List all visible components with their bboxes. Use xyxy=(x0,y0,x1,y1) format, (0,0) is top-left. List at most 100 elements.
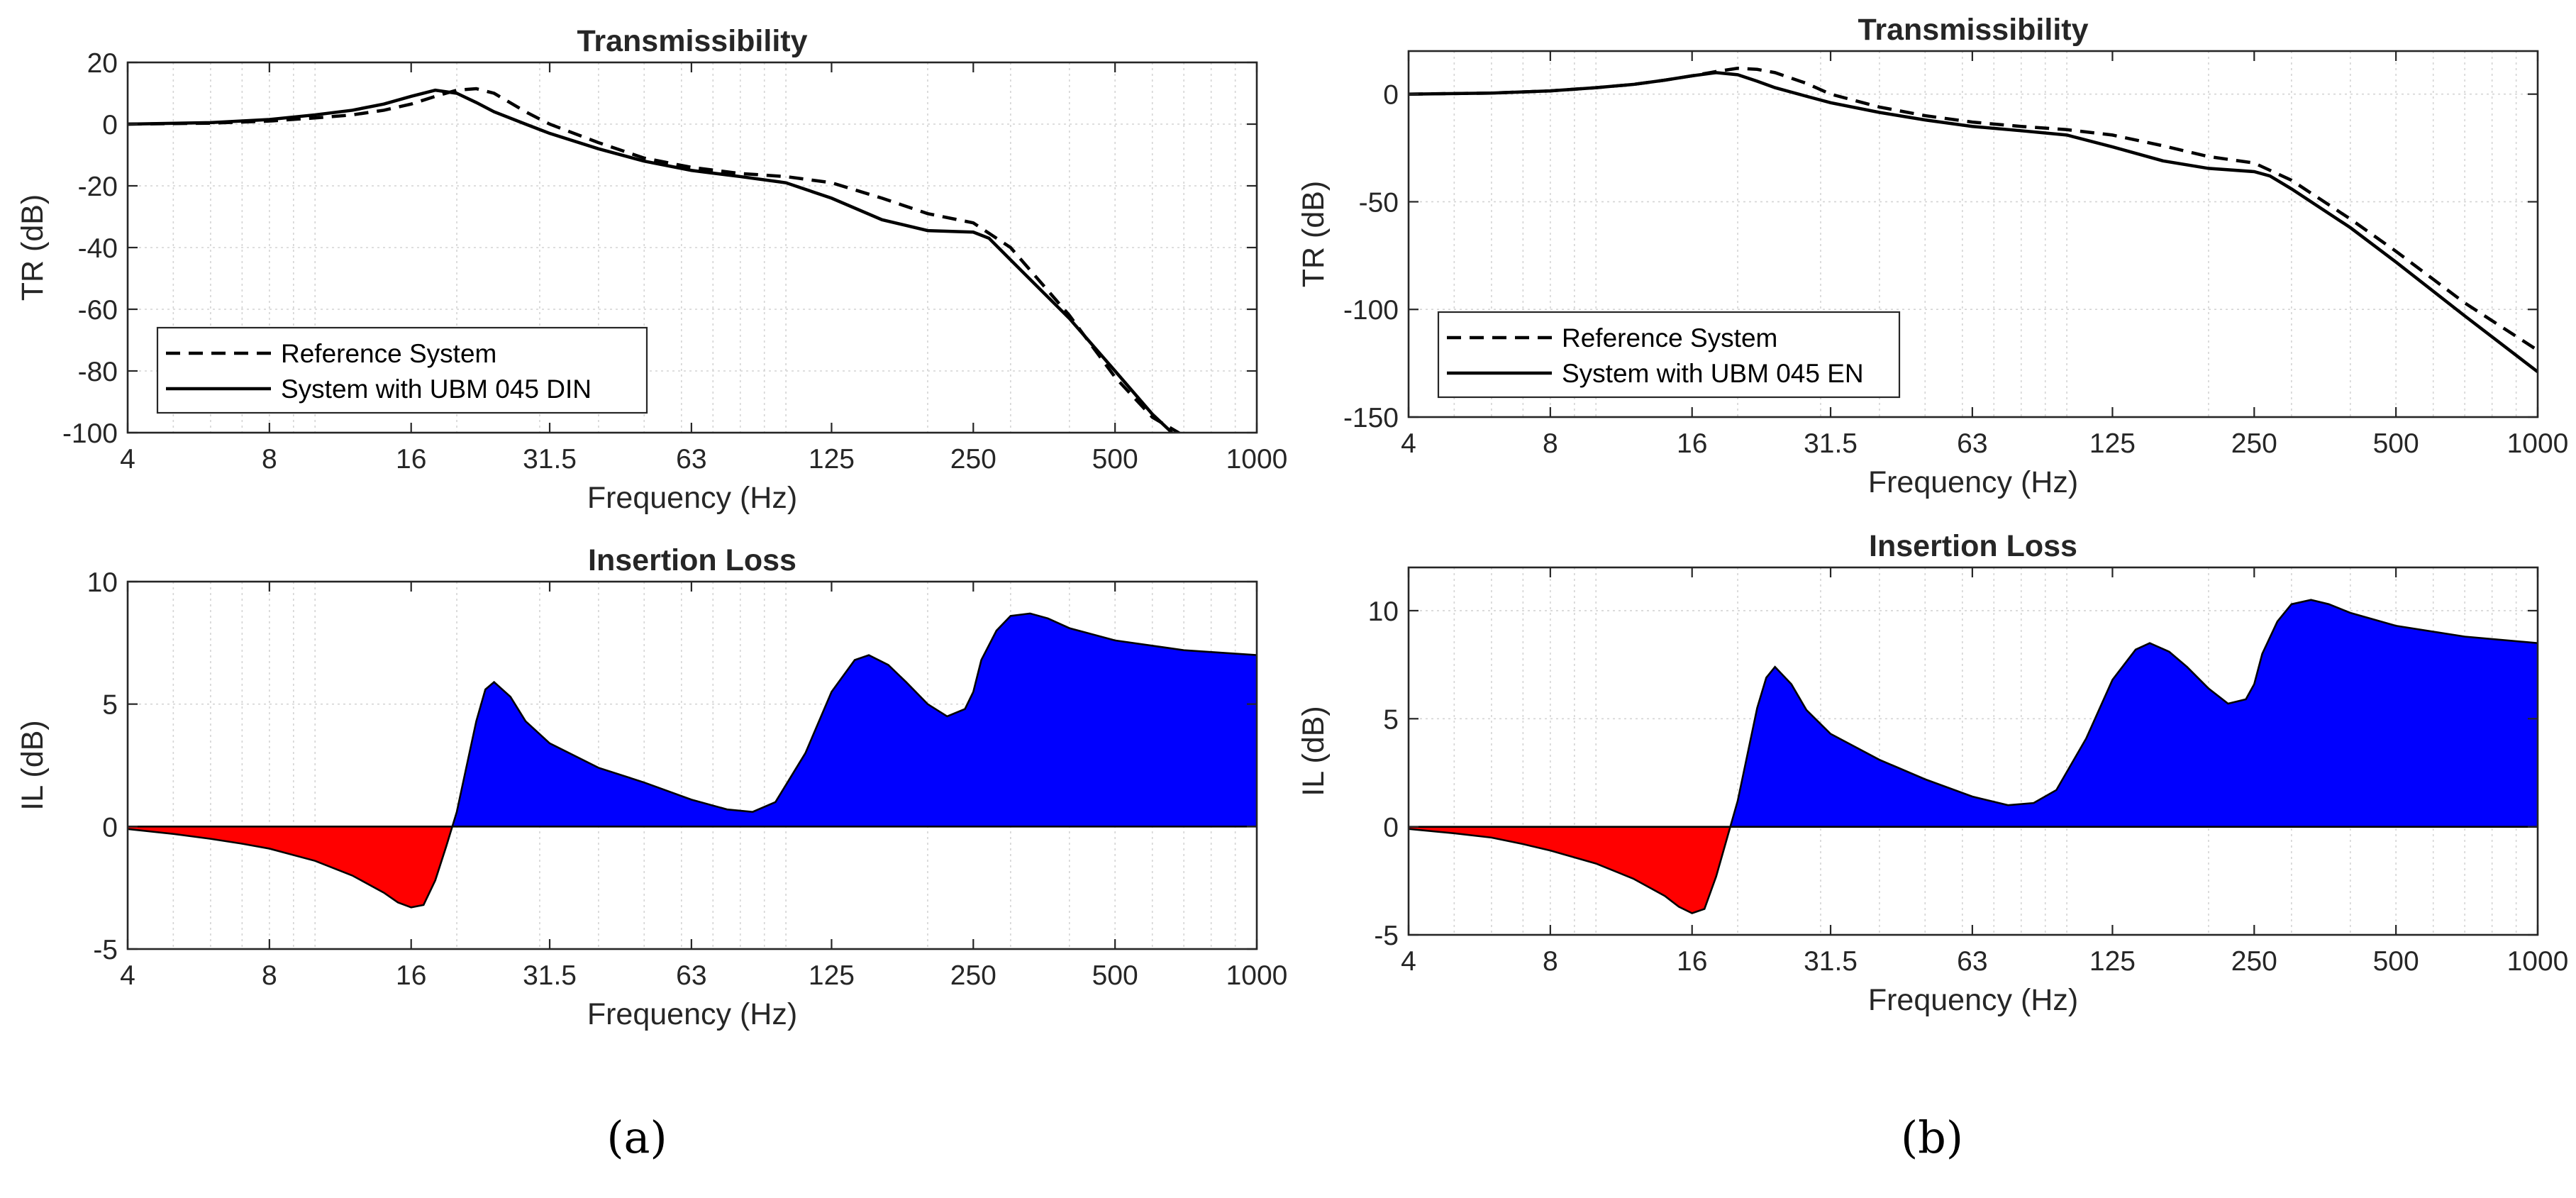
y-tick-label: 20 xyxy=(87,48,118,79)
y-axis-label: TR (dB) xyxy=(1297,181,1331,288)
y-tick-label: -80 xyxy=(78,357,118,387)
legend-entry-system-with-ubm-045-din: System with UBM 045 DIN xyxy=(281,375,592,404)
x-tick-label: 4 xyxy=(120,444,135,475)
x-tick-label: 63 xyxy=(1957,428,1987,459)
insertion-loss-line xyxy=(128,612,1257,909)
plot-data xyxy=(128,87,1182,433)
plot-data xyxy=(1409,67,2538,374)
x-tick-label: 8 xyxy=(262,444,277,475)
x-tick-label: 250 xyxy=(2231,428,2277,459)
x-tick-label: 63 xyxy=(1957,946,1987,977)
insertion-loss-negative-area xyxy=(1409,826,1731,914)
chart-a-transmissibility: 4 8 16 31.5 63 125 250 500 1000 -100 -80 -60 -40 -20 0… xyxy=(16,24,1287,515)
chart-title: Transmissibility xyxy=(1858,13,2088,47)
x-axis-label: Frequency (Hz) xyxy=(1868,465,2078,499)
y-tick-label: -60 xyxy=(78,295,118,326)
chart-b-transmissibility: 4 8 16 31.5 63 125 250 500 1000 -150 -100 -50 0 Trans… xyxy=(1297,13,2568,499)
x-tick-label: 31.5 xyxy=(523,960,577,991)
x-tick-label: 250 xyxy=(950,960,996,991)
panel-label-b: (b) xyxy=(1901,1111,1963,1163)
x-tick-label: 1000 xyxy=(2507,428,2569,459)
x-tick-label: 500 xyxy=(1092,960,1138,991)
y-tick-label: 0 xyxy=(1383,80,1399,111)
grid xyxy=(1409,51,2538,417)
x-tick-label: 63 xyxy=(676,444,706,475)
legend-box xyxy=(156,326,648,414)
x-tick-label: 16 xyxy=(1677,946,1707,977)
axes-frame xyxy=(126,580,1258,950)
tick-marks xyxy=(1407,51,2539,418)
y-tick-label: -5 xyxy=(93,935,118,965)
x-tick-label: 4 xyxy=(1401,946,1416,977)
axes-frame xyxy=(1407,50,2539,418)
y-tick-label: -50 xyxy=(1359,187,1399,218)
chart-title: Insertion Loss xyxy=(1869,529,2077,563)
chart-title: Insertion Loss xyxy=(588,543,796,577)
x-tick-label: 8 xyxy=(1543,428,1558,459)
x-tick-label: 500 xyxy=(1092,444,1138,475)
x-tick-label: 63 xyxy=(676,960,706,991)
plot-data xyxy=(1409,599,2538,914)
x-axis-label: Frequency (Hz) xyxy=(587,481,797,515)
series-line-reference-system xyxy=(128,87,1182,433)
y-tick-label: 5 xyxy=(1383,704,1399,735)
x-tick-label: 1000 xyxy=(2507,946,2569,977)
x-tick-label: 1000 xyxy=(1226,444,1288,475)
x-tick-label: 1000 xyxy=(1226,960,1288,991)
legend: Reference System System with UBM 045 DIN xyxy=(156,326,648,414)
insertion-loss-line xyxy=(1409,599,2538,914)
tick-marks xyxy=(1407,567,2539,936)
x-tick-label: 125 xyxy=(2089,946,2136,977)
legend-entry-reference-system: Reference System xyxy=(281,339,496,368)
x-tick-label: 250 xyxy=(2231,946,2277,977)
legend: Reference System System with UBM 045 EN xyxy=(1437,311,1901,399)
y-tick-label: -100 xyxy=(1343,295,1399,326)
y-tick-label: -40 xyxy=(78,233,118,264)
axes-frame xyxy=(1407,566,2539,936)
insertion-loss-positive-area xyxy=(1730,599,2538,827)
x-tick-label: 31.5 xyxy=(1804,946,1858,977)
y-tick-label: 0 xyxy=(1383,813,1399,843)
plot-data xyxy=(128,612,1257,909)
tick-marks xyxy=(126,61,1258,434)
chart-a-insertion-loss: 4 8 16 31.5 63 125 250 500 1000 -5 0 5 10 Insertion L… xyxy=(16,543,1287,1031)
panel-label-a: (a) xyxy=(606,1111,667,1163)
y-tick-label: 10 xyxy=(1368,597,1399,627)
chart-b-insertion-loss: 4 8 16 31.5 63 125 250 500 1000 -5 0 5 10 Insertion L… xyxy=(1297,529,2568,1017)
legend-entry-system-with-ubm-045-en: System with UBM 045 EN xyxy=(1562,359,1864,388)
legend-box xyxy=(1437,311,1901,399)
x-tick-label: 125 xyxy=(2089,428,2136,459)
x-tick-label: 4 xyxy=(1401,428,1416,459)
x-tick-label: 125 xyxy=(809,960,855,991)
insertion-loss-negative-area xyxy=(128,826,453,908)
y-tick-label: 10 xyxy=(87,567,118,598)
y-tick-label: -20 xyxy=(78,172,118,202)
tick-marks xyxy=(126,580,1258,950)
x-tick-label: 4 xyxy=(120,960,135,991)
y-tick-label: -150 xyxy=(1343,403,1399,433)
y-axis-label: IL (dB) xyxy=(16,720,50,810)
chart-title: Transmissibility xyxy=(577,24,807,58)
x-axis-label: Frequency (Hz) xyxy=(587,997,797,1031)
x-axis-label: Frequency (Hz) xyxy=(1868,983,2078,1017)
insertion-loss-positive-area xyxy=(452,613,1257,827)
x-tick-label: 16 xyxy=(396,444,426,475)
y-tick-label: -100 xyxy=(62,418,118,449)
x-tick-label: 250 xyxy=(950,444,996,475)
y-tick-label: 0 xyxy=(102,110,118,140)
x-tick-label: 16 xyxy=(1677,428,1707,459)
x-tick-label: 8 xyxy=(1543,946,1558,977)
x-tick-label: 31.5 xyxy=(1804,428,1858,459)
series-line-system-with-ubm-045-din xyxy=(128,88,1175,433)
x-tick-label: 31.5 xyxy=(523,444,577,475)
legend-entry-reference-system: Reference System xyxy=(1562,323,1777,353)
series-line-system-with-ubm-045-en xyxy=(1409,71,2538,374)
y-axis-label: IL (dB) xyxy=(1297,706,1331,796)
x-tick-label: 500 xyxy=(2373,428,2419,459)
y-tick-label: 0 xyxy=(102,812,118,843)
x-tick-label: 8 xyxy=(262,960,277,991)
x-tick-label: 500 xyxy=(2373,946,2419,977)
y-tick-label: -5 xyxy=(1374,921,1399,951)
y-tick-label: 5 xyxy=(102,690,118,721)
